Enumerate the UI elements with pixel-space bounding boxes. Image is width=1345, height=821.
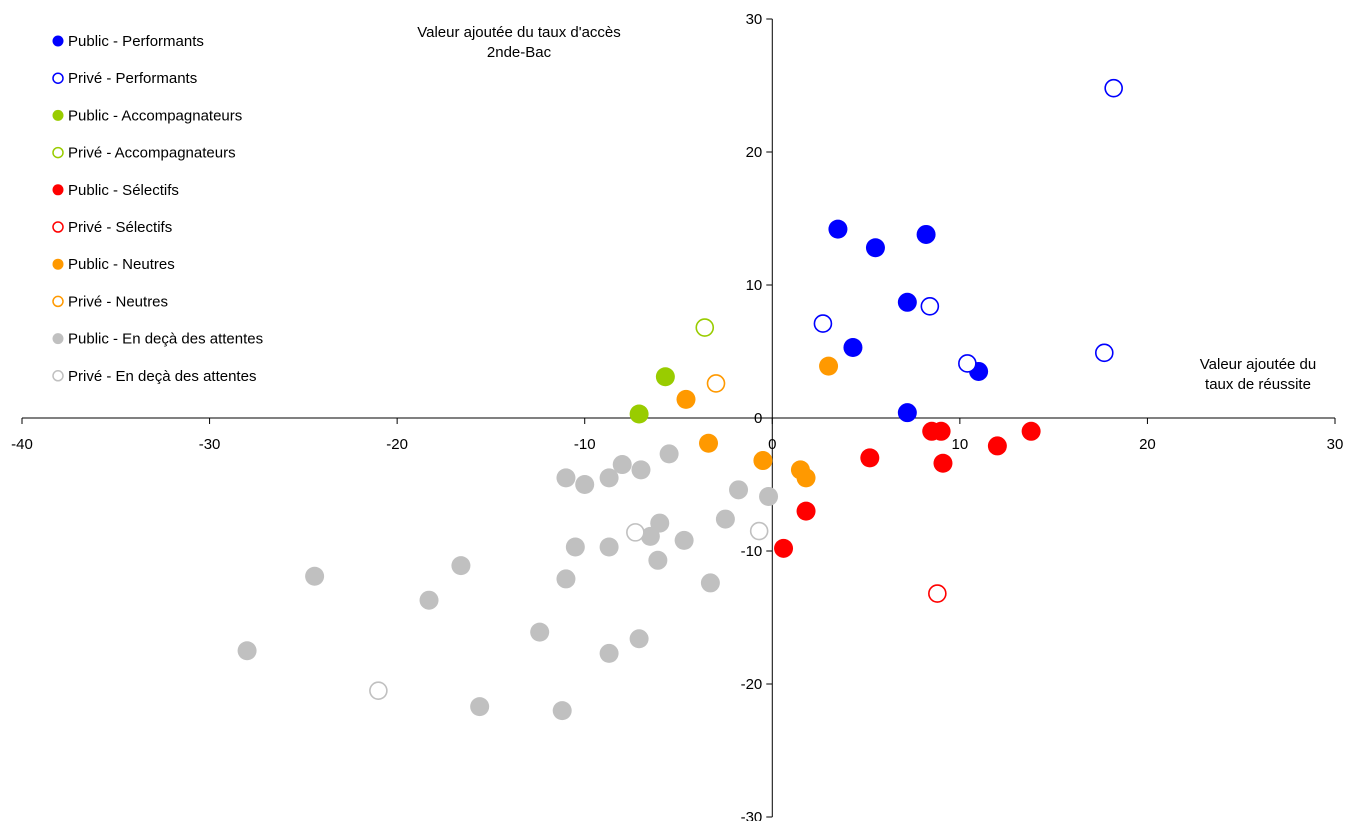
x-axis-title: Valeur ajoutée du taux de réussite (1200, 356, 1316, 393)
data-point (933, 453, 953, 473)
data-point (650, 513, 670, 533)
legend: Public - Performants Privé - Performants P… (52, 33, 263, 385)
data-point (715, 509, 735, 529)
data-point (931, 421, 951, 441)
data-point (451, 556, 471, 576)
data-point (599, 468, 619, 488)
x-tick-label: -10 (574, 436, 596, 453)
legend-label: Privé - Accompagnateurs (68, 145, 236, 162)
data-point (796, 468, 816, 488)
data-point (599, 643, 619, 663)
y-tick-label: 0 (754, 410, 762, 427)
data-point (928, 584, 947, 603)
data-point (843, 338, 863, 358)
legend-marker (52, 258, 64, 270)
data-point (556, 468, 576, 488)
data-point (796, 501, 816, 521)
legend-label: Public - Neutres (68, 256, 175, 273)
data-point (612, 455, 632, 475)
data-point (695, 318, 715, 337)
x-tick-label: -20 (386, 436, 408, 453)
x-tick-label: 0 (768, 436, 776, 453)
data-point (916, 224, 936, 244)
data-point (759, 486, 779, 506)
data-point (699, 433, 719, 453)
data-points (237, 78, 1123, 721)
y-tick-label: 10 (746, 277, 763, 294)
data-point (629, 404, 649, 424)
data-point (897, 292, 917, 312)
data-point (575, 475, 595, 494)
legend-label: Public - En deçà des attentes (68, 331, 263, 348)
data-point (987, 436, 1007, 456)
data-point (565, 537, 585, 557)
data-point (599, 537, 619, 557)
data-point (530, 622, 550, 642)
y-tick-label: -10 (741, 543, 763, 560)
legend-label: Privé - Sélectifs (68, 219, 172, 236)
data-point (470, 697, 490, 717)
data-point (629, 629, 649, 649)
data-point (1104, 78, 1123, 98)
axes: -40 -30 -20 -10 0 10 20 30 30 20 10 0 -10 -20 -30 (11, 11, 1343, 821)
data-point (828, 219, 848, 239)
legend-label: Public - Sélectifs (68, 182, 179, 199)
data-point (655, 367, 675, 387)
x-tick-label: -30 (199, 436, 221, 453)
data-point (729, 480, 749, 500)
data-point (674, 530, 694, 550)
x-tick-label: 10 (952, 436, 969, 453)
data-point (419, 590, 439, 610)
y-tick-label: 20 (746, 144, 763, 161)
data-point (305, 566, 325, 586)
data-point (659, 444, 679, 464)
data-point (556, 569, 576, 589)
data-point (865, 238, 885, 258)
legend-marker (52, 109, 64, 121)
data-point (552, 701, 572, 721)
data-point (753, 451, 773, 471)
y-tick-label: -20 (741, 676, 763, 693)
x-tick-label: -40 (11, 436, 33, 453)
data-point (640, 526, 660, 546)
data-point (813, 314, 833, 333)
data-point (676, 389, 696, 409)
y-tick-label: 30 (746, 11, 763, 28)
data-point (819, 356, 839, 376)
legend-marker (52, 333, 64, 345)
data-point (1021, 421, 1041, 441)
legend-marker (52, 146, 64, 159)
data-point (706, 374, 726, 393)
legend-label: Public - Performants (68, 33, 204, 50)
data-point (860, 448, 880, 468)
data-point (897, 403, 917, 423)
data-point (369, 681, 388, 700)
y-axis-title: Valeur ajoutée du taux d'accès 2nde-Bac (417, 24, 621, 61)
legend-label: Privé - Neutres (68, 293, 168, 310)
x-tick-label: 20 (1139, 436, 1156, 453)
axis-titles: Valeur ajoutée du taux d'accès 2nde-Bac Va… (417, 24, 1316, 393)
data-point (648, 550, 668, 570)
legend-marker (52, 295, 64, 308)
legend-label: Privé - Performants (68, 70, 197, 87)
data-point (237, 641, 257, 661)
x-tick-label: 30 (1327, 436, 1344, 453)
data-point (958, 354, 977, 373)
legend-marker (52, 35, 64, 47)
legend-marker (52, 184, 64, 196)
legend-label: Public - Accompagnateurs (68, 107, 242, 124)
legend-label: Privé - En deçà des attentes (68, 368, 256, 385)
y-tick-label: -30 (741, 809, 763, 821)
data-point (920, 296, 940, 316)
data-point (631, 460, 651, 480)
data-point (749, 521, 769, 541)
data-point (626, 523, 645, 542)
legend-marker (52, 72, 64, 84)
data-point (1094, 343, 1114, 363)
data-point (700, 573, 720, 593)
legend-marker (52, 221, 64, 233)
data-point (774, 538, 794, 558)
legend-marker (52, 370, 64, 382)
